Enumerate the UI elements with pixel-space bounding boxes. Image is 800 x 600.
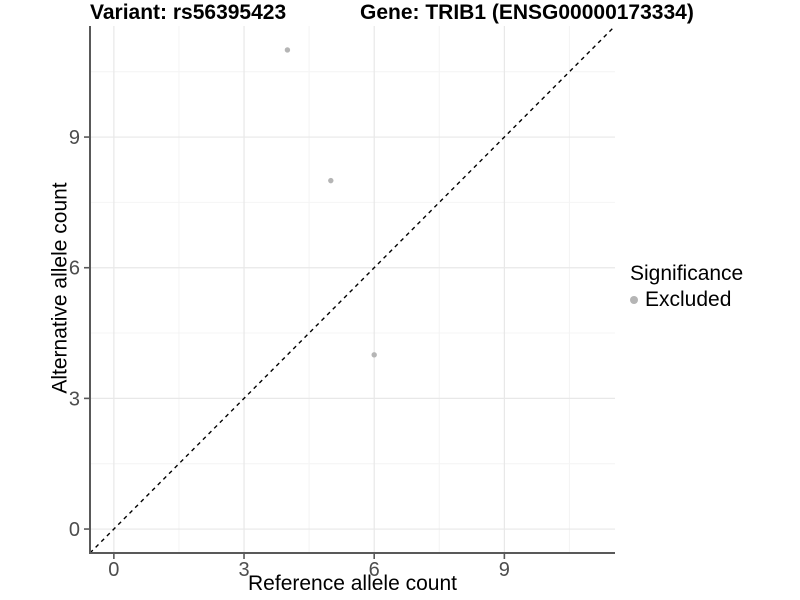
y-tick-label: 6 bbox=[69, 258, 80, 280]
x-axis-title: Reference allele count bbox=[248, 572, 457, 595]
data-point bbox=[328, 177, 334, 184]
data-point bbox=[284, 47, 291, 53]
x-tick-label: 9 bbox=[499, 559, 510, 581]
x-tick-label: 3 bbox=[238, 559, 249, 581]
plot-title-gene: Gene: TRIB1 (ENSG00000173334) bbox=[360, 1, 694, 24]
legend-item-excluded: Excluded bbox=[630, 288, 743, 312]
x-tick-label: 6 bbox=[369, 559, 380, 581]
plot-area: 0 3 6 9 0 3 6 9 bbox=[69, 25, 616, 581]
y-tick-label: 0 bbox=[69, 519, 80, 541]
legend: Significance Excluded bbox=[630, 261, 743, 312]
plot-title-variant: Variant: rs56395423 bbox=[90, 1, 287, 24]
data-point bbox=[371, 352, 377, 358]
y-tick-label: 3 bbox=[69, 388, 80, 410]
y-tick-label: 9 bbox=[69, 127, 80, 149]
legend-title: Significance bbox=[630, 262, 744, 285]
x-tick-label: 0 bbox=[108, 559, 119, 581]
legend-point-icon bbox=[630, 296, 638, 304]
identity-line bbox=[89, 25, 616, 554]
legend-item-label: Excluded bbox=[645, 288, 732, 311]
y-axis-title: Alternative allele count bbox=[48, 182, 72, 394]
